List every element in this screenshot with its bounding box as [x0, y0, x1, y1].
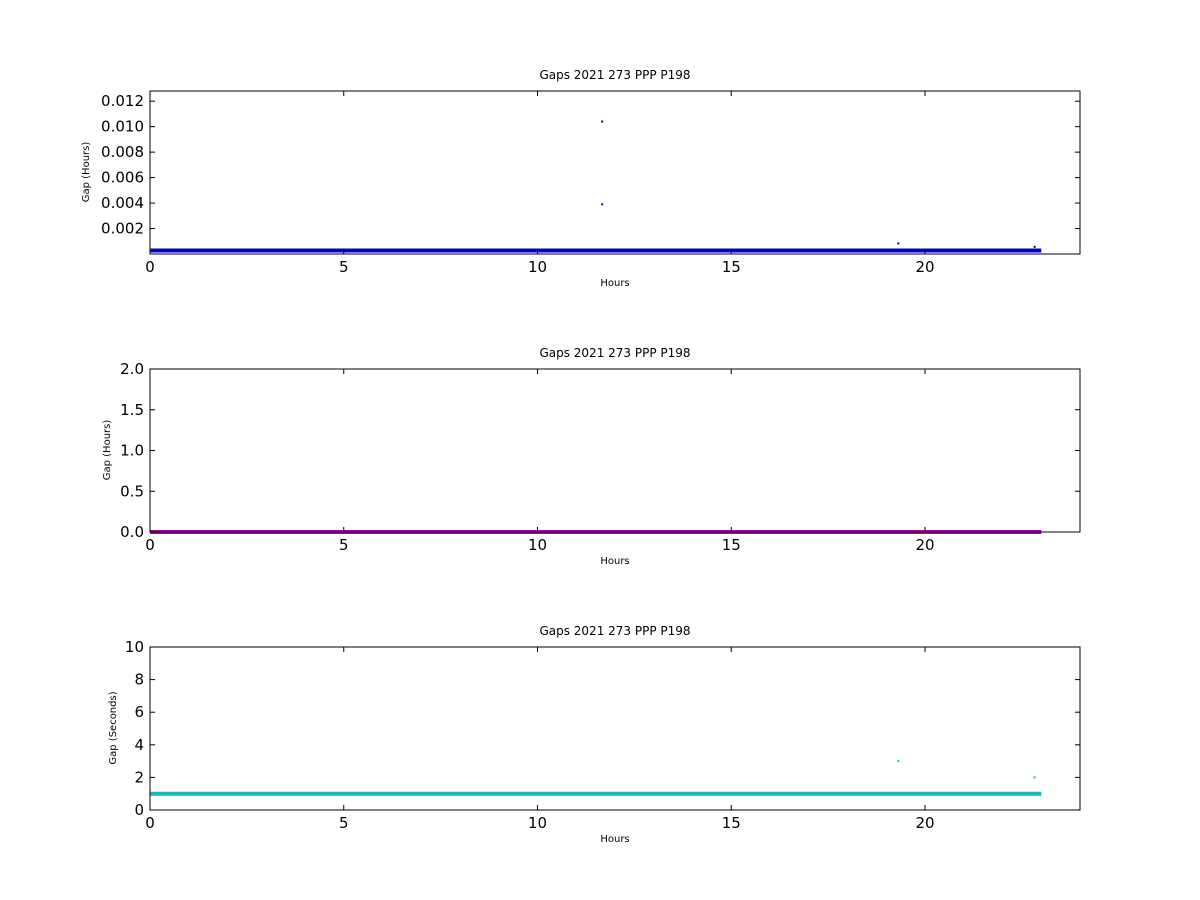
data-point	[897, 242, 900, 245]
x-tick-label: 0	[145, 814, 155, 832]
y-tick-label: 0	[134, 801, 144, 819]
x-tick-label: 20	[915, 258, 934, 276]
data-point	[601, 120, 604, 123]
plot-area	[150, 760, 1042, 796]
y-axis-label: Gap (Seconds)	[108, 691, 119, 764]
y-tick-label: 0.006	[101, 169, 144, 187]
x-tick-label: 5	[339, 258, 349, 276]
y-tick-label: 0.5	[120, 482, 144, 500]
y-tick-label: 6	[134, 703, 144, 721]
chart-title: Gaps 2021 273 PPP P198	[539, 346, 690, 360]
y-tick-label: 8	[134, 671, 144, 689]
data-point	[1033, 245, 1036, 248]
x-axis-label: Hours	[600, 556, 629, 567]
y-tick-label: 0.008	[101, 143, 144, 161]
x-axis-label: Hours	[600, 834, 629, 845]
chart-panel-3: Gaps 2021 273 PPP P198 Hours Gap (Second…	[108, 624, 1081, 845]
chart-title: Gaps 2021 273 PPP P198	[539, 68, 690, 82]
y-tick-label: 2.0	[120, 360, 144, 378]
x-tick-label: 10	[528, 258, 547, 276]
data-point	[1033, 776, 1036, 779]
y-axis-label: Gap (Hours)	[102, 420, 113, 481]
data-point	[897, 760, 900, 763]
y-tick-label: 0.012	[101, 92, 144, 110]
chart-title: Gaps 2021 273 PPP P198	[539, 624, 690, 638]
x-tick-label: 20	[915, 814, 934, 832]
x-tick-label: 0	[145, 258, 155, 276]
y-tick-label: 1.0	[120, 442, 144, 460]
x-tick-label: 0	[145, 536, 155, 554]
chart-panel-1: Gaps 2021 273 PPP P198 Hours Gap (Hours)…	[81, 68, 1081, 289]
plot-area	[150, 120, 1042, 253]
data-point	[601, 203, 604, 206]
y-tick-label: 1.5	[120, 401, 144, 419]
axes-frame	[149, 90, 1081, 255]
axes-frame	[149, 646, 1081, 811]
y-tick-label: 10	[125, 638, 144, 656]
x-tick-label: 20	[915, 536, 934, 554]
y-tick-label: 0.004	[101, 194, 144, 212]
y-axis-label: Gap (Hours)	[81, 142, 92, 203]
x-tick-label: 10	[528, 536, 547, 554]
x-tick-label: 15	[722, 814, 741, 832]
x-tick-label: 15	[722, 258, 741, 276]
x-tick-label: 5	[339, 536, 349, 554]
x-tick-label: 5	[339, 814, 349, 832]
y-tick-label: 0.0	[120, 523, 144, 541]
x-axis-label: Hours	[600, 278, 629, 289]
y-tick-label: 0.010	[101, 118, 144, 136]
x-tick-label: 15	[722, 536, 741, 554]
y-tick-label: 2	[134, 768, 144, 786]
y-tick-label: 0.002	[101, 220, 144, 238]
chart-panel-2: Gaps 2021 273 PPP P198 Hours Gap (Hours)…	[102, 346, 1081, 567]
x-tick-label: 10	[528, 814, 547, 832]
y-tick-label: 4	[134, 736, 144, 754]
